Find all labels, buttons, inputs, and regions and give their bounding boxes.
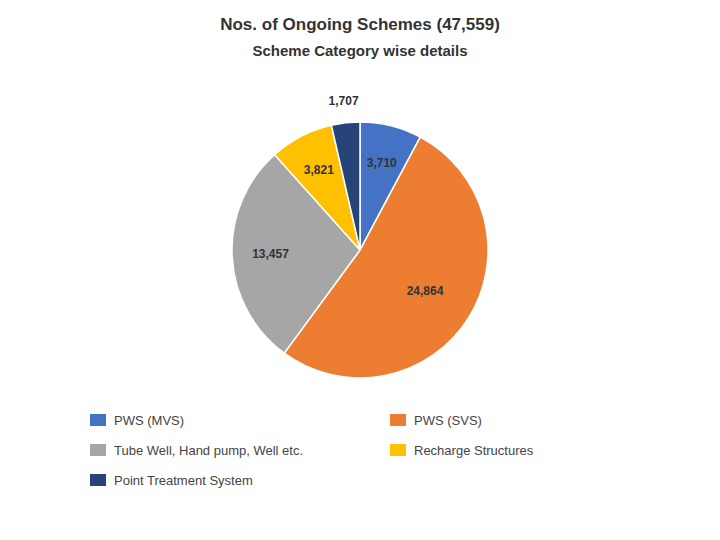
legend-item: PWS (SVS) — [390, 413, 482, 428]
slice — [331, 122, 360, 250]
legend-item: Tube Well, Hand pump, Well etc. — [90, 443, 303, 458]
legend-label: Recharge Structures — [414, 443, 534, 458]
legend-label: Point Treatment System — [114, 473, 253, 488]
legend-item: Recharge Structures — [390, 443, 534, 458]
data-label: 13,457 — [252, 247, 289, 261]
legend-swatch — [90, 474, 106, 486]
legend-item: PWS (MVS) — [90, 413, 184, 428]
slices — [232, 122, 488, 378]
subtitle: Scheme Category wise details — [252, 42, 467, 59]
data-label: 3,821 — [304, 163, 334, 177]
legend-item: Point Treatment System — [90, 473, 253, 488]
legend-swatch — [390, 444, 406, 456]
data-label: 3,710 — [367, 156, 397, 170]
legend-swatch — [90, 414, 106, 426]
data-labels: 3,710 24,864 13,457 3,821 1,707 — [252, 94, 444, 298]
legend-label: PWS (SVS) — [414, 413, 482, 428]
legend-label: PWS (MVS) — [114, 413, 184, 428]
pie: 3,710 24,864 13,457 3,821 1,707 — [232, 94, 488, 378]
legend-swatch — [90, 444, 106, 456]
data-label: 1,707 — [329, 94, 359, 108]
legend-swatch — [390, 414, 406, 426]
title: Nos. of Ongoing Schemes (47,559) — [220, 15, 500, 34]
legend: PWS (MVS) PWS (SVS) Tube Well, Hand pump, … — [90, 413, 534, 488]
legend-label: Tube Well, Hand pump, Well etc. — [114, 443, 303, 458]
chart: Nos. of Ongoing Schemes (47,559) Scheme C… — [0, 0, 720, 540]
data-label: 24,864 — [407, 284, 444, 298]
